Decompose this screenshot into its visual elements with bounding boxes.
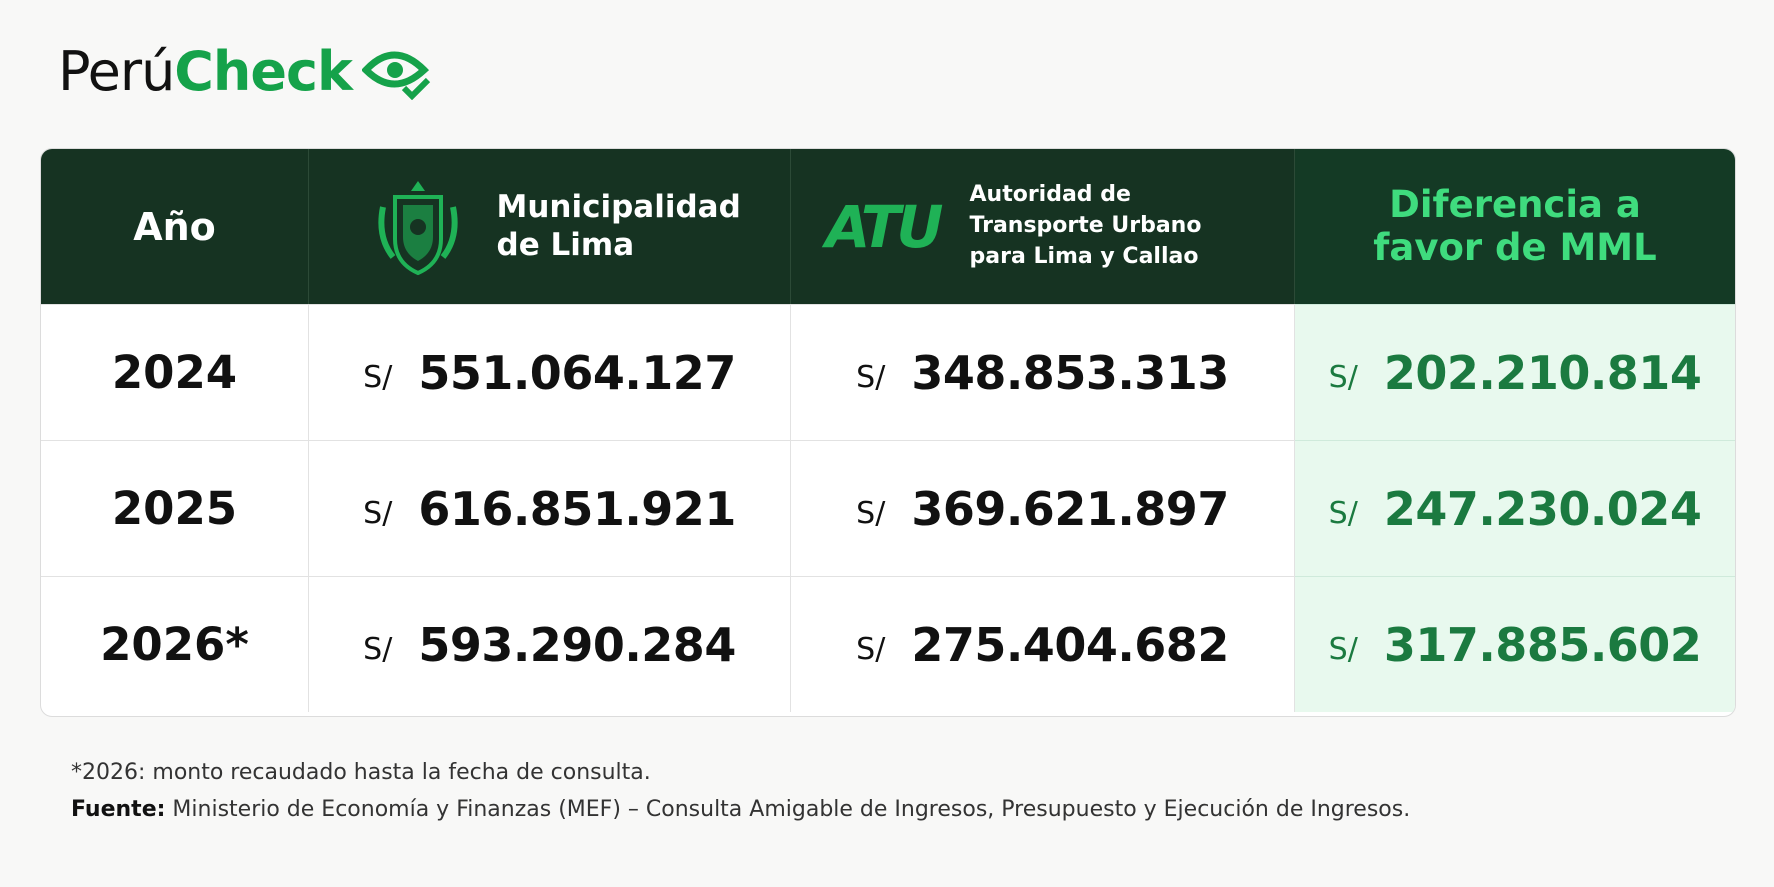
currency: S/ (856, 496, 886, 531)
mml-cell: S/593.290.284 (309, 576, 791, 712)
brand-right: Check (174, 40, 353, 103)
amount: 551.064.127 (418, 345, 736, 400)
diff-cell: S/247.230.024 (1295, 440, 1735, 576)
header-diff: Diferencia a favor de MML (1295, 149, 1735, 304)
source-text: Ministerio de Economía y Finanzas (MEF) … (172, 797, 1411, 822)
coat-of-arms (377, 180, 458, 275)
currency: S/ (363, 496, 393, 531)
currency: S/ (856, 360, 886, 395)
amount: 275.404.682 (911, 617, 1229, 672)
brand: Perú Check (58, 40, 432, 103)
currency: S/ (1328, 360, 1358, 395)
atu-cell: S/275.404.682 (791, 576, 1295, 712)
source-label: Fuente: (71, 797, 166, 822)
year-cell: 2024 (41, 304, 309, 440)
currency: S/ (1328, 632, 1358, 667)
currency: S/ (363, 632, 393, 667)
header-mml-text: Municipalidad de Lima (496, 189, 741, 263)
currency: S/ (1328, 496, 1358, 531)
diff-cell: S/317.885.602 (1295, 576, 1735, 712)
amount: 616.851.921 (418, 481, 736, 536)
eye-icon (361, 51, 431, 100)
amount: 202.210.814 (1383, 345, 1702, 400)
mml-cell: S/616.851.921 (309, 440, 791, 576)
header-mml: Municipalidad de Lima (309, 149, 791, 304)
mml-cell: S/551.064.127 (309, 304, 791, 440)
atu-cell: S/369.621.897 (791, 440, 1295, 576)
header-diff-text: Diferencia a favor de MML (1373, 182, 1657, 269)
amount: 317.885.602 (1383, 617, 1702, 672)
brand-left: Perú (58, 40, 175, 103)
amount: 247.230.024 (1383, 481, 1702, 536)
header-year: Año (41, 149, 309, 304)
source: Fuente: Ministerio de Economía y Finanza… (71, 797, 1410, 822)
year-cell: 2026* (41, 576, 309, 712)
amount: 369.621.897 (911, 481, 1229, 536)
table: Año Municipalidad de Lima ATU Autoridad … (40, 148, 1736, 717)
currency: S/ (363, 360, 393, 395)
amount: 593.290.284 (418, 617, 736, 672)
header-atu: ATU Autoridad de Transporte Urbano para … (791, 149, 1295, 304)
diff-cell: S/202.210.814 (1295, 304, 1735, 440)
year-cell: 2025 (41, 440, 309, 576)
currency: S/ (856, 632, 886, 667)
atu-logo: ATU (825, 192, 944, 261)
footnote: *2026: monto recaudado hasta la fecha de… (71, 760, 651, 785)
header-atu-text: Autoridad de Transporte Urbano para Lima… (969, 182, 1202, 269)
atu-cell: S/348.853.313 (791, 304, 1295, 440)
amount: 348.853.313 (911, 345, 1229, 400)
